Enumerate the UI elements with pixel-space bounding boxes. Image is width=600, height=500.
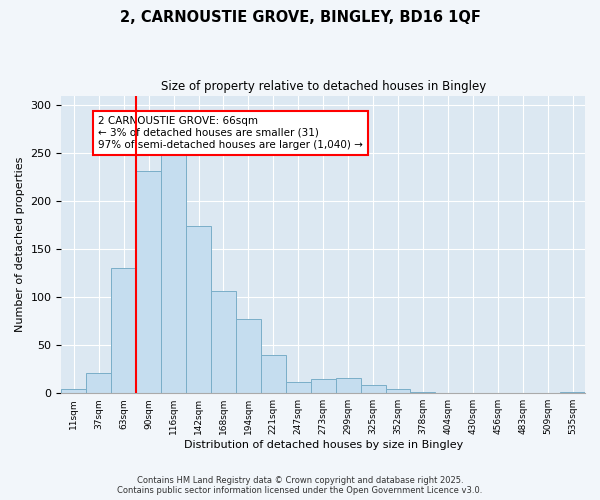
Bar bbox=[86, 373, 111, 393]
Bar bbox=[136, 172, 161, 393]
Title: Size of property relative to detached houses in Bingley: Size of property relative to detached ho… bbox=[161, 80, 486, 93]
Text: Contains HM Land Registry data © Crown copyright and database right 2025.
Contai: Contains HM Land Registry data © Crown c… bbox=[118, 476, 482, 495]
Bar bbox=[161, 152, 186, 393]
Bar bbox=[335, 378, 361, 393]
Bar bbox=[61, 390, 86, 393]
Bar bbox=[560, 392, 585, 393]
Bar bbox=[211, 292, 236, 393]
Text: 2 CARNOUSTIE GROVE: 66sqm
← 3% of detached houses are smaller (31)
97% of semi-d: 2 CARNOUSTIE GROVE: 66sqm ← 3% of detach… bbox=[98, 116, 363, 150]
X-axis label: Distribution of detached houses by size in Bingley: Distribution of detached houses by size … bbox=[184, 440, 463, 450]
Y-axis label: Number of detached properties: Number of detached properties bbox=[15, 156, 25, 332]
Bar bbox=[236, 320, 261, 393]
Bar bbox=[111, 268, 136, 393]
Bar bbox=[261, 355, 286, 393]
Bar bbox=[286, 382, 311, 393]
Bar bbox=[361, 384, 386, 393]
Bar bbox=[410, 392, 436, 393]
Text: 2, CARNOUSTIE GROVE, BINGLEY, BD16 1QF: 2, CARNOUSTIE GROVE, BINGLEY, BD16 1QF bbox=[119, 10, 481, 25]
Bar bbox=[311, 379, 335, 393]
Bar bbox=[186, 226, 211, 393]
Bar bbox=[386, 390, 410, 393]
